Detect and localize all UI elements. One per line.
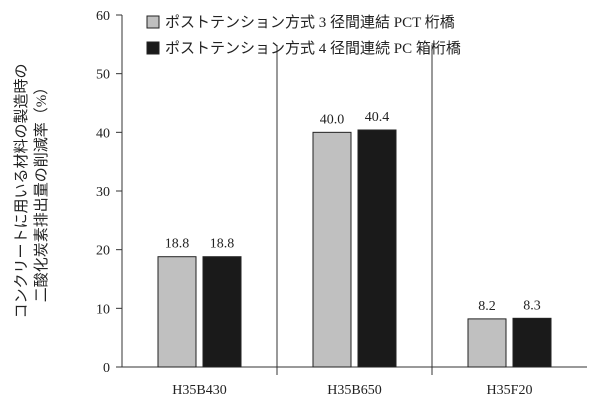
y-axis-label-line: 二酸化炭素排出量の削減率（%） — [33, 80, 50, 303]
y-axis-label: コンクリートに用いる材料の製造時の 二酸化炭素排出量の削減率（%） — [13, 63, 50, 318]
legend-swatch — [146, 15, 160, 29]
bar — [312, 131, 352, 368]
bar-value-label: 8.3 — [523, 298, 541, 313]
bar — [157, 256, 197, 368]
y-tick-label: 40 — [96, 126, 110, 141]
y-tick-label: 50 — [96, 68, 110, 83]
category-labels: H35B430 H35B650 H35F20 — [172, 383, 532, 398]
legend-label: ポストテンション方式 4 径間連続 PC 箱桁橋 — [165, 40, 461, 57]
bar — [467, 318, 507, 368]
y-tick-label: 10 — [96, 302, 110, 317]
y-ticks: 0 10 20 30 40 50 60 — [96, 9, 122, 376]
category-label: H35F20 — [487, 383, 533, 398]
bar-value-label: 18.8 — [165, 237, 190, 252]
y-tick-label: 20 — [96, 244, 110, 259]
category-label: H35B430 — [172, 383, 226, 398]
y-tick-label: 0 — [103, 361, 110, 376]
bar-value-label: 40.4 — [365, 110, 390, 125]
y-axis-label-line: コンクリートに用いる材料の製造時の — [13, 63, 30, 318]
bars — [157, 129, 552, 368]
bar-value-label: 40.0 — [320, 112, 345, 127]
bar — [357, 129, 397, 368]
y-tick-label: 60 — [96, 9, 110, 24]
bar — [202, 256, 242, 368]
legend-swatch — [146, 41, 160, 55]
legend-label: ポストテンション方式 3 径間連結 PCT 桁橋 — [165, 14, 455, 31]
value-labels: 18.8 18.8 40.0 40.4 8.2 8.3 — [165, 110, 541, 314]
bar-value-label: 8.2 — [478, 299, 496, 314]
y-tick-label: 30 — [96, 185, 110, 200]
bar — [512, 317, 552, 368]
bar-value-label: 18.8 — [210, 237, 235, 252]
category-label: H35B650 — [327, 383, 381, 398]
